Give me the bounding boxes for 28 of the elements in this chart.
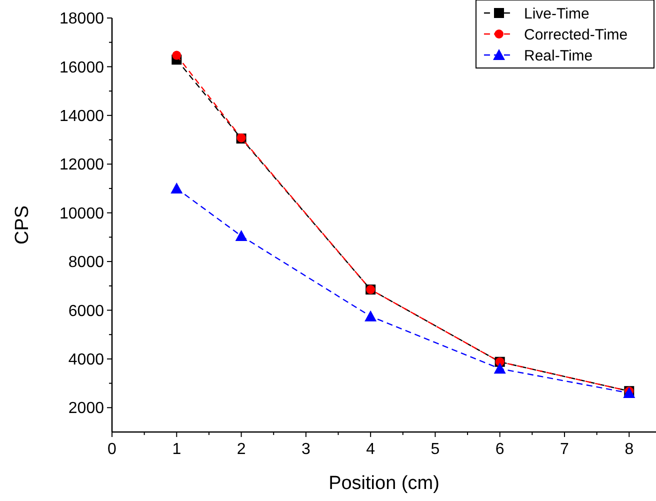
legend-label: Corrected-Time [524,26,628,44]
y-tick-label: 12000 [60,156,104,174]
point [235,230,248,241]
point [170,182,183,194]
x-tick-label: 5 [430,441,440,458]
x-tick-label: 8 [624,441,634,458]
x-tick-label: 0 [108,441,117,458]
legend-label: Live-Time [524,5,590,22]
x-tick-label: 7 [560,441,570,458]
x-tick-label: 3 [301,441,310,458]
point [172,50,182,60]
y-tick-label: 8000 [68,254,104,272]
point [494,362,506,374]
x-axis-title: Position (cm) [328,473,440,494]
legend-label: Real-Time [524,47,593,64]
x-tick-label: 6 [495,441,504,458]
x-tick-label: 4 [366,441,376,458]
y-tick-label: 2000 [68,400,104,418]
y-tick-label: 18000 [60,10,104,28]
y-tick-label: 4000 [68,352,104,369]
point [364,310,377,322]
x-tick-label: 1 [172,441,182,458]
y-tick-label: 10000 [60,205,104,222]
y-axis-title: CPS [12,205,33,245]
y-tick-label: 6000 [68,302,104,320]
y-tick-label: 16000 [60,59,104,76]
x-tick-label: 2 [236,441,246,458]
y-tick-label: 14000 [60,108,104,126]
